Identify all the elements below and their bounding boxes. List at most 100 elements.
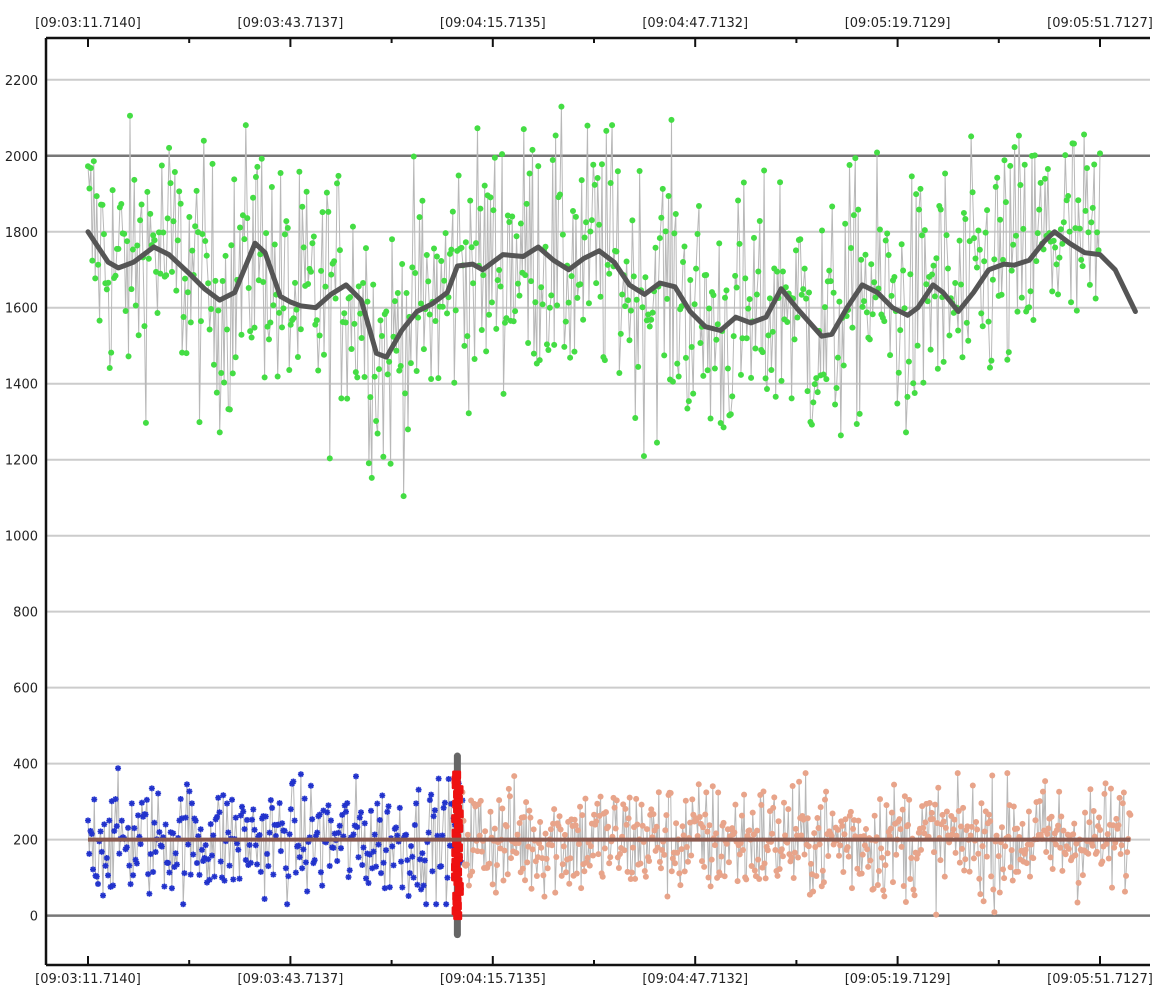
data-point [551, 806, 558, 813]
data-point [154, 310, 161, 317]
data-point [633, 795, 640, 802]
data-point [414, 881, 421, 888]
data-point [435, 775, 442, 782]
data-point [582, 795, 589, 802]
data-point [481, 182, 488, 189]
data-point [256, 831, 263, 838]
data-point [247, 328, 254, 335]
y-tick-label: 1200 [5, 454, 38, 469]
data-point [293, 306, 300, 313]
data-point [352, 369, 359, 376]
data-point [267, 319, 274, 326]
data-point [872, 294, 879, 301]
data-point [970, 855, 977, 862]
data-point [543, 855, 550, 862]
data-point [186, 788, 193, 795]
data-point [336, 247, 343, 254]
data-point [583, 219, 590, 226]
data-point [218, 874, 225, 881]
data-point [529, 146, 536, 153]
data-point [184, 289, 191, 296]
data-point [770, 804, 777, 811]
data-point [1101, 790, 1108, 797]
data-point [506, 218, 513, 225]
data-point [440, 804, 447, 811]
data-point [110, 882, 117, 889]
data-point [152, 848, 159, 855]
data-point [1043, 848, 1050, 855]
data-point [973, 818, 980, 825]
data-point [462, 239, 469, 246]
data-point [816, 841, 823, 848]
data-point [465, 410, 472, 417]
data-point [595, 851, 602, 858]
data-point [813, 872, 820, 879]
data-point [183, 350, 190, 357]
data-point [732, 272, 739, 279]
data-point [439, 303, 446, 310]
data-point [596, 221, 603, 228]
data-point [710, 292, 717, 299]
data-point [1085, 229, 1092, 236]
data-point [270, 302, 277, 309]
data-point [1059, 867, 1066, 874]
data-point [363, 875, 370, 882]
x-tick-label-top: [09:05:19.7129] [845, 16, 951, 31]
data-point [307, 268, 314, 275]
data-point [1060, 219, 1067, 226]
data-point [252, 173, 259, 180]
data-point [500, 390, 507, 397]
data-point [250, 806, 257, 813]
data-point [238, 331, 245, 338]
data-point [180, 313, 187, 320]
data-point [689, 796, 696, 803]
data-point [245, 284, 252, 291]
data-point [533, 873, 540, 880]
data-point [622, 805, 629, 812]
data-point [619, 291, 626, 298]
data-point [696, 813, 703, 820]
data-point [929, 271, 936, 278]
data-point [638, 801, 645, 808]
data-point [772, 847, 779, 854]
data-point [761, 167, 768, 174]
data-point [332, 295, 339, 302]
data-point [988, 873, 995, 880]
data-point [543, 341, 550, 348]
data-point [503, 315, 510, 322]
data-point [623, 258, 630, 265]
data-point [281, 827, 288, 834]
data-point [342, 319, 349, 326]
data-point [735, 197, 742, 204]
data-point [155, 229, 162, 236]
data-point [264, 850, 271, 857]
data-point [374, 800, 381, 807]
data-point [128, 800, 135, 807]
data-point [1004, 356, 1011, 363]
data-point [299, 865, 306, 872]
data-point [131, 825, 138, 832]
data-point [458, 244, 465, 251]
data-point [759, 349, 766, 356]
data-point [1023, 860, 1030, 867]
data-point [237, 812, 244, 819]
data-point [428, 376, 435, 383]
data-point [574, 827, 581, 834]
data-point [168, 268, 175, 275]
data-point [941, 873, 948, 880]
data-point [1057, 844, 1064, 851]
data-point [173, 287, 180, 294]
data-point [455, 172, 462, 179]
data-point [1072, 225, 1079, 232]
data-point [300, 846, 307, 853]
data-point [661, 352, 668, 359]
data-point [544, 865, 551, 872]
data-point [984, 207, 991, 214]
data-point [884, 230, 891, 237]
data-point [1031, 152, 1038, 159]
data-point [918, 846, 925, 853]
data-point [1056, 254, 1063, 261]
data-point [244, 816, 251, 823]
data-point [914, 850, 921, 857]
